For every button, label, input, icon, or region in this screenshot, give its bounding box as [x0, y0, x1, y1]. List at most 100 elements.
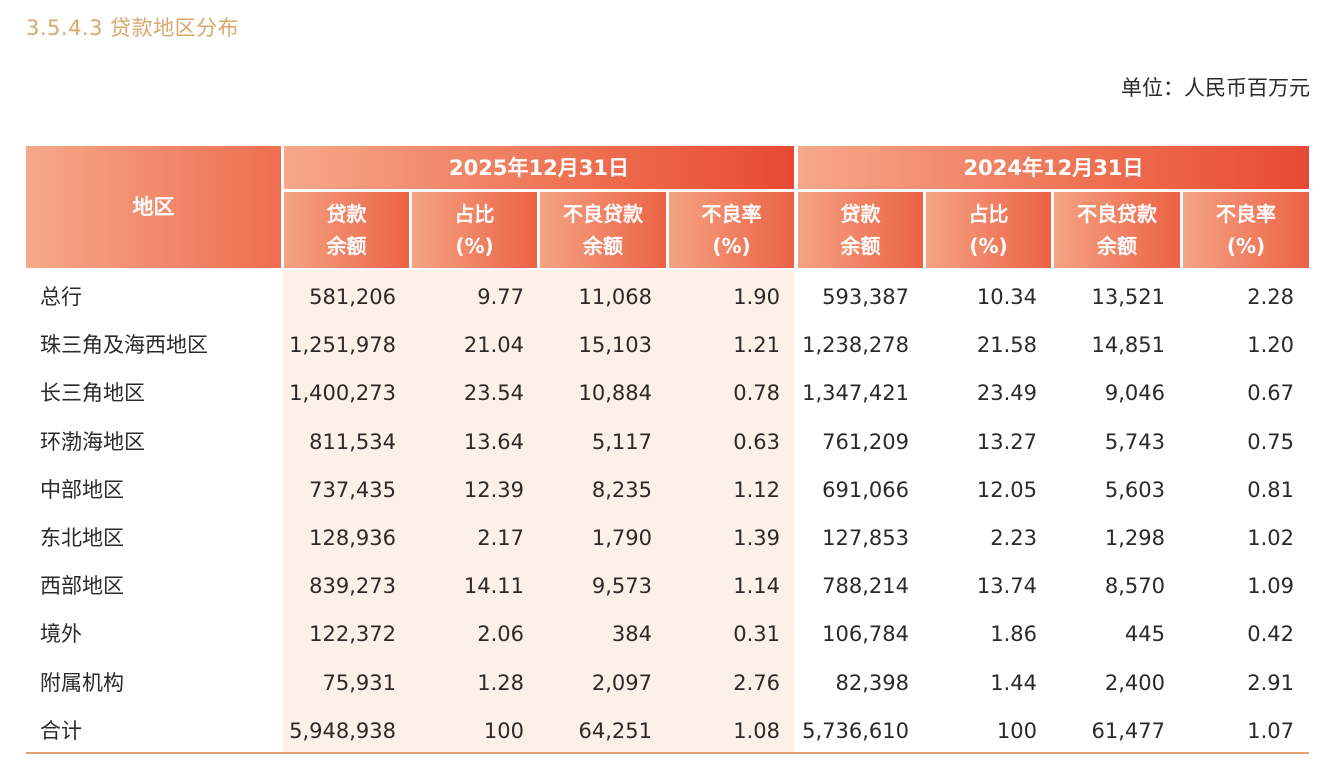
table-row: 附属机构 75,931 1.28 2,097 2.76 82,398 1.44 2,400 2.… [0, 659, 1344, 707]
subheader-line2: (%) [455, 234, 494, 258]
value-cell: 14,851 [1091, 333, 1165, 358]
region-cell: 合计 [40, 718, 82, 743]
value-cell: 15,103 [578, 333, 652, 358]
value-cell: 2.91 [1247, 670, 1294, 695]
value-cell: 75,931 [322, 670, 396, 695]
table-row: 环渤海地区 811,534 13.64 5,117 0.63 761,209 13.27 5,… [0, 418, 1344, 466]
value-cell: 1,400,273 [289, 381, 396, 406]
subheader-col-7: 不良贷款 余额 [1054, 192, 1180, 268]
subheader-line2: (%) [969, 234, 1008, 258]
value-cell: 1.02 [1247, 526, 1294, 550]
value-cell: 1.08 [733, 718, 780, 743]
value-cell: 14.11 [463, 574, 524, 599]
value-cell: 12.05 [976, 477, 1037, 502]
table-row: 总行 581,206 9.77 11,068 1.90 593,387 10.34 13,52… [0, 273, 1344, 321]
value-cell: 2.23 [990, 526, 1037, 550]
region-cell: 总行 [40, 285, 82, 309]
value-cell: 593,387 [822, 285, 909, 309]
value-cell: 100 [996, 718, 1037, 743]
table-row: 境外 122,372 2.06 384 0.31 106,784 1.86 445 0.42 [0, 610, 1344, 658]
value-cell: 0.67 [1247, 381, 1294, 406]
value-cell: 21.04 [463, 333, 524, 358]
value-cell: 5,603 [1104, 477, 1165, 502]
subheader-line1: 不良率 [701, 202, 762, 226]
value-cell: 100 [483, 718, 524, 743]
value-cell: 0.75 [1247, 429, 1294, 454]
table-bottom-rule [26, 752, 1309, 754]
subheader-line2: (%) [712, 234, 751, 258]
header-region: 地区 [26, 146, 281, 268]
subheader-col-5: 贷款 余额 [798, 192, 923, 268]
subheader-line2: 余额 [840, 234, 881, 258]
value-cell: 0.63 [733, 429, 780, 454]
value-cell: 2.76 [733, 670, 780, 695]
value-cell: 10,884 [578, 381, 652, 406]
table-row: 长三角地区 1,400,273 23.54 10,884 0.78 1,347,421 23… [0, 369, 1344, 417]
subheader-line1: 占比 [454, 202, 495, 226]
value-cell: 1,238,278 [802, 333, 909, 358]
value-cell: 1.14 [733, 574, 780, 599]
value-cell: 0.42 [1247, 622, 1294, 647]
unit-label: 单位：人民币百万元 [1121, 76, 1310, 100]
value-cell: 8,235 [591, 477, 652, 502]
subheader-line1: 占比 [968, 202, 1009, 226]
value-cell: 2,097 [591, 670, 652, 695]
table-row: 珠三角及海西地区 1,251,978 21.04 15,103 1.21 1,238,27… [0, 321, 1344, 369]
subheader-col-4: 不良率 (%) [669, 192, 794, 268]
value-cell: 737,435 [309, 477, 396, 502]
value-cell: 1,790 [591, 526, 652, 550]
subheader-line1: 贷款 [326, 202, 367, 226]
value-cell: 82,398 [835, 670, 909, 695]
value-cell: 23.49 [976, 381, 1037, 406]
value-cell: 128,936 [309, 526, 396, 550]
subheader-col-8: 不良率 (%) [1183, 192, 1309, 268]
value-cell: 0.78 [733, 381, 780, 406]
value-cell: 1.20 [1247, 333, 1294, 358]
value-cell: 1.44 [990, 670, 1037, 695]
value-cell: 9.77 [477, 285, 524, 309]
value-cell: 5,743 [1104, 429, 1165, 454]
region-cell: 长三角地区 [40, 381, 145, 406]
table-row: 合计 5,948,938 100 64,251 1.08 5,736,610 100 61,4… [0, 707, 1344, 755]
value-cell: 1,347,421 [802, 381, 909, 406]
value-cell: 788,214 [822, 574, 909, 599]
value-cell: 1.90 [733, 285, 780, 309]
value-cell: 2.28 [1247, 285, 1294, 309]
value-cell: 8,570 [1104, 574, 1165, 599]
value-cell: 839,273 [309, 574, 396, 599]
value-cell: 691,066 [822, 477, 909, 502]
region-cell: 环渤海地区 [40, 429, 145, 454]
subheader-line2: (%) [1226, 234, 1266, 258]
subheader-line1: 不良贷款 [1077, 202, 1157, 226]
subheader-col-1: 贷款 余额 [284, 192, 409, 268]
value-cell: 2,400 [1104, 670, 1165, 695]
region-cell: 中部地区 [40, 477, 124, 502]
value-cell: 5,736,610 [802, 718, 909, 743]
region-cell: 珠三角及海西地区 [40, 333, 208, 358]
subheader-line2: 余额 [1097, 234, 1137, 258]
value-cell: 13.64 [463, 429, 524, 454]
value-cell: 1.07 [1247, 718, 1294, 743]
table-row: 中部地区 737,435 12.39 8,235 1.12 691,066 12.05 5,6… [0, 466, 1344, 514]
value-cell: 1,251,978 [289, 333, 396, 358]
value-cell: 12.39 [463, 477, 524, 502]
value-cell: 761,209 [822, 429, 909, 454]
value-cell: 64,251 [578, 718, 652, 743]
value-cell: 9,046 [1104, 381, 1165, 406]
value-cell: 1.39 [733, 526, 780, 550]
highlight-band-2025 [283, 270, 794, 752]
header-year-2024: 2024年12月31日 [798, 146, 1309, 189]
value-cell: 1.86 [990, 622, 1037, 647]
value-cell: 1.28 [477, 670, 524, 695]
subheader-col-6: 占比 (%) [926, 192, 1051, 268]
value-cell: 9,573 [591, 574, 652, 599]
region-cell: 西部地区 [40, 574, 124, 599]
subheader-line1: 不良率 [1216, 202, 1276, 226]
value-cell: 10.34 [976, 285, 1037, 309]
table-row: 东北地区 128,936 2.17 1,790 1.39 127,853 2.23 1,298… [0, 514, 1344, 562]
value-cell: 811,534 [309, 429, 396, 454]
value-cell: 2.06 [477, 622, 524, 647]
value-cell: 13.74 [976, 574, 1037, 599]
value-cell: 13,521 [1091, 285, 1165, 309]
value-cell: 23.54 [463, 381, 524, 406]
